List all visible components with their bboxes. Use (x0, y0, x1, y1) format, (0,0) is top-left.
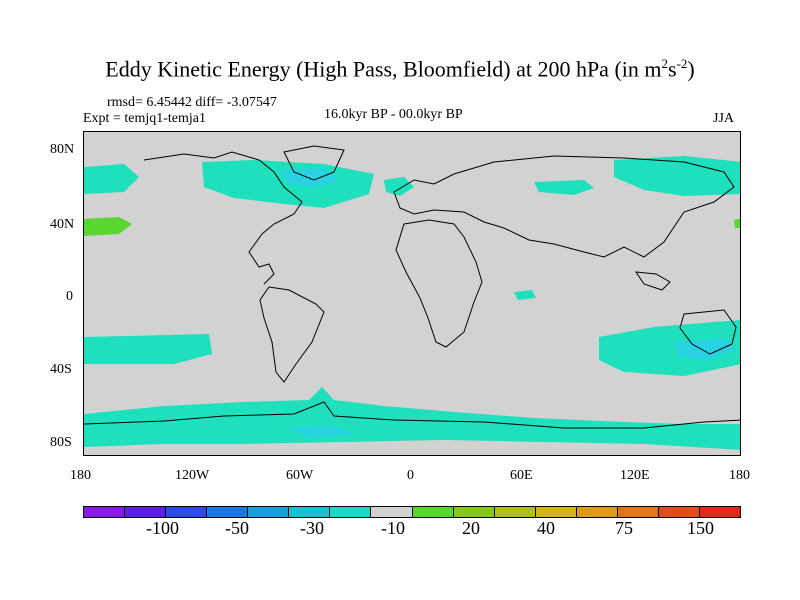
coast-north-america (143, 151, 303, 285)
colorbar-label: -10 (381, 518, 405, 538)
colorbar-swatch (84, 507, 126, 517)
coastlines (84, 145, 740, 429)
colorbar-swatch (371, 507, 413, 517)
colorbar-label: -50 (225, 518, 249, 538)
coast-greenland (283, 145, 345, 181)
colorbar-label: 75 (615, 518, 633, 538)
colorbar-swatch (658, 507, 700, 517)
colorbar-swatch (494, 507, 536, 517)
colorbar-swatch (248, 507, 290, 517)
anomaly-north-pacific-west (84, 164, 139, 194)
lat-tick: 0 (66, 289, 73, 304)
anomaly-southern-ocean (84, 387, 740, 450)
map-canvas (84, 145, 740, 450)
anomaly-south-pacific (84, 334, 212, 364)
anomaly-tropical-atlantic (514, 290, 536, 300)
colorbar-swatch (453, 507, 495, 517)
colorbar-swatch (699, 507, 740, 517)
colorbar-label: 150 (687, 518, 714, 538)
anomaly-regions-green (84, 217, 740, 236)
lon-tick: 0 (407, 468, 414, 483)
coast-eurasia (393, 155, 735, 258)
experiment-label: Expt = temjq1-temja1 (83, 111, 206, 126)
anomaly-siberia-patch (534, 180, 594, 195)
coast-africa (395, 219, 483, 348)
season-label: JJA (713, 111, 735, 126)
colorbar-swatch (330, 507, 372, 517)
colorbar-label: 40 (537, 518, 555, 538)
anomaly-north-atlantic-west (202, 160, 374, 208)
anomaly-pacific-green-west (84, 217, 132, 236)
colorbar (83, 506, 741, 518)
anomaly-north-pacific-east (614, 156, 740, 196)
anomaly-regions-cyan (279, 168, 736, 438)
anomaly-europe-patch (384, 177, 414, 196)
lon-tick: 120E (620, 468, 650, 483)
lon-tick: 180 (70, 468, 91, 483)
lon-tick: 180 (729, 468, 750, 483)
coast-south-america (259, 286, 325, 383)
colorbar-swatch (289, 507, 331, 517)
colorbar-swatch (207, 507, 249, 517)
period-label: 16.0kyr BP - 00.0kyr BP (324, 107, 463, 122)
colorbar-label: 20 (462, 518, 480, 538)
colorbar-swatch (412, 507, 454, 517)
anomaly-australia-core (674, 338, 736, 360)
colorbar-swatch (125, 507, 167, 517)
lon-tick: 120W (175, 468, 210, 483)
lat-tick: 80S (50, 435, 72, 450)
anomaly-regions (84, 156, 740, 450)
map-plot (83, 131, 741, 456)
coast-australia (679, 309, 737, 355)
map-title: Eddy Kinetic Energy (High Pass, Bloomfie… (105, 56, 695, 82)
anomaly-south-indian (599, 320, 740, 376)
lat-tick: 80N (50, 142, 75, 157)
lon-tick: 60W (286, 468, 314, 483)
lat-tick: 40S (50, 362, 72, 377)
colorbar-swatch (535, 507, 577, 517)
anomaly-antarctic-core (284, 426, 354, 438)
lon-tick: 60E (510, 468, 533, 483)
stats-label: rmsd= 6.45442 diff= -3.07547 (107, 95, 277, 110)
coast-antarctica (84, 401, 740, 429)
colorbar-swatch (576, 507, 618, 517)
colorbar-label: -100 (146, 518, 179, 538)
colorbar-swatch (617, 507, 659, 517)
anomaly-pacific-green-east (734, 218, 740, 228)
colorbar-swatch (166, 507, 208, 517)
coast-indonesia (634, 271, 671, 291)
colorbar-label: -30 (300, 518, 324, 538)
lat-tick: 40N (50, 217, 75, 232)
